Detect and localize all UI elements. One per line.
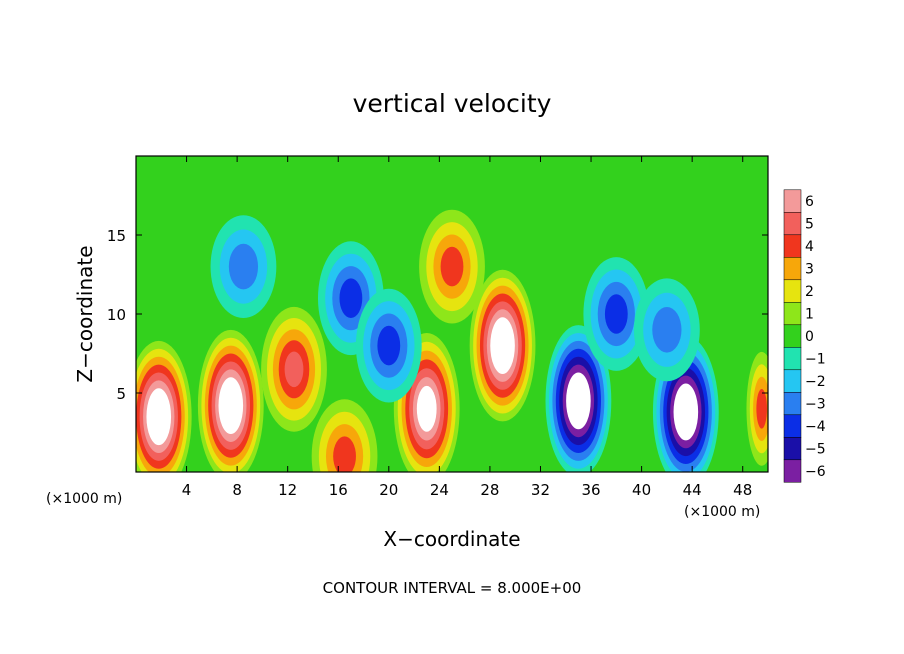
heatmap-cell-0-9 [153,404,165,430]
x-tick-label: 44 [683,481,702,499]
heatmap-cell-11-4 [339,278,363,319]
colorbar-label: 5 [805,217,814,233]
x-tick-label: 48 [733,481,752,499]
x-tick-label: 4 [182,481,192,499]
x-tick-label: 12 [278,481,297,499]
colorbar-label: −4 [805,419,826,435]
x-tick-label: 20 [379,481,398,499]
colorbar-swatch [783,234,802,258]
colorbar-label: 4 [805,239,814,255]
heatmap-plot [136,156,768,472]
heatmap-cell-8-4 [756,389,767,429]
heatmap-field [136,209,768,472]
x-tick-label: 16 [329,481,348,499]
x-axis: 4 8 12 16 20 24 28 32 36 40 44 48 [182,156,752,499]
colorbar-label: −5 [805,442,826,458]
heatmap-cell-4-4 [440,246,464,287]
y-axis: 5 10 15 [107,227,768,403]
heatmap-cell-12-4 [377,325,401,366]
heatmap-cell-9-4 [333,436,356,472]
colorbar-swatch [783,369,802,393]
colorbar-label: 2 [805,284,814,300]
colorbar-label: −1 [805,352,826,368]
colorbar-label: 6 [805,194,814,210]
colorbar-swatch [783,279,802,303]
y-tick-label: 5 [116,385,126,403]
colorbar-label: 3 [805,262,814,278]
heatmap-cell-3-8 [420,394,433,423]
x-tick-label: 24 [430,481,449,499]
colorbar-swatch [783,257,802,281]
y-tick-label: 15 [107,227,126,245]
colorbar-swatch [783,302,802,326]
heatmap-cell-2-5 [284,351,304,388]
heatmap-cell-14-3 [652,307,682,353]
colorbar-swatch [783,414,802,438]
x-tick-label: 32 [531,481,550,499]
x-tick-label: 28 [480,481,499,499]
colorbar-label: −3 [805,397,826,413]
x-tick-label: 8 [232,481,242,499]
x-unit-left: (×1000 m) [46,491,122,507]
colorbar-swatch [783,212,802,236]
y-tick-label: 10 [107,306,126,324]
x-axis-label: X−coordinate [383,527,520,551]
heatmap-cell-13-4 [604,294,628,334]
colorbar-label: 1 [805,307,814,323]
colorbar-swatch [783,392,802,416]
heatmap-cell-5-9 [497,333,509,359]
heatmap-cell-7-9 [680,399,692,425]
colorbar-swatch [783,189,802,213]
chart-title: vertical velocity [353,89,552,118]
x-unit-right: (×1000 m) [684,504,760,520]
heatmap-cell-1-9 [225,393,237,419]
colorbar-swatch [783,459,802,483]
colorbar-label: −6 [805,464,826,480]
colorbar-swatch [783,347,802,371]
colorbar-label: 0 [805,329,814,345]
colorbar: 6 5 4 3 2 1 0 −1 −2 −3 −4 −5 −6 [783,189,826,483]
colorbar-label: −2 [805,374,826,390]
y-axis-label: Z−coordinate [73,245,97,382]
heatmap-cell-10-3 [228,243,259,290]
colorbar-swatch [783,437,802,461]
x-tick-label: 36 [581,481,600,499]
heatmap-cell-6-9 [572,388,584,414]
contour-interval-note: CONTOUR INTERVAL = 8.000E+00 [323,579,582,597]
colorbar-swatch [783,324,802,348]
x-tick-label: 40 [632,481,651,499]
